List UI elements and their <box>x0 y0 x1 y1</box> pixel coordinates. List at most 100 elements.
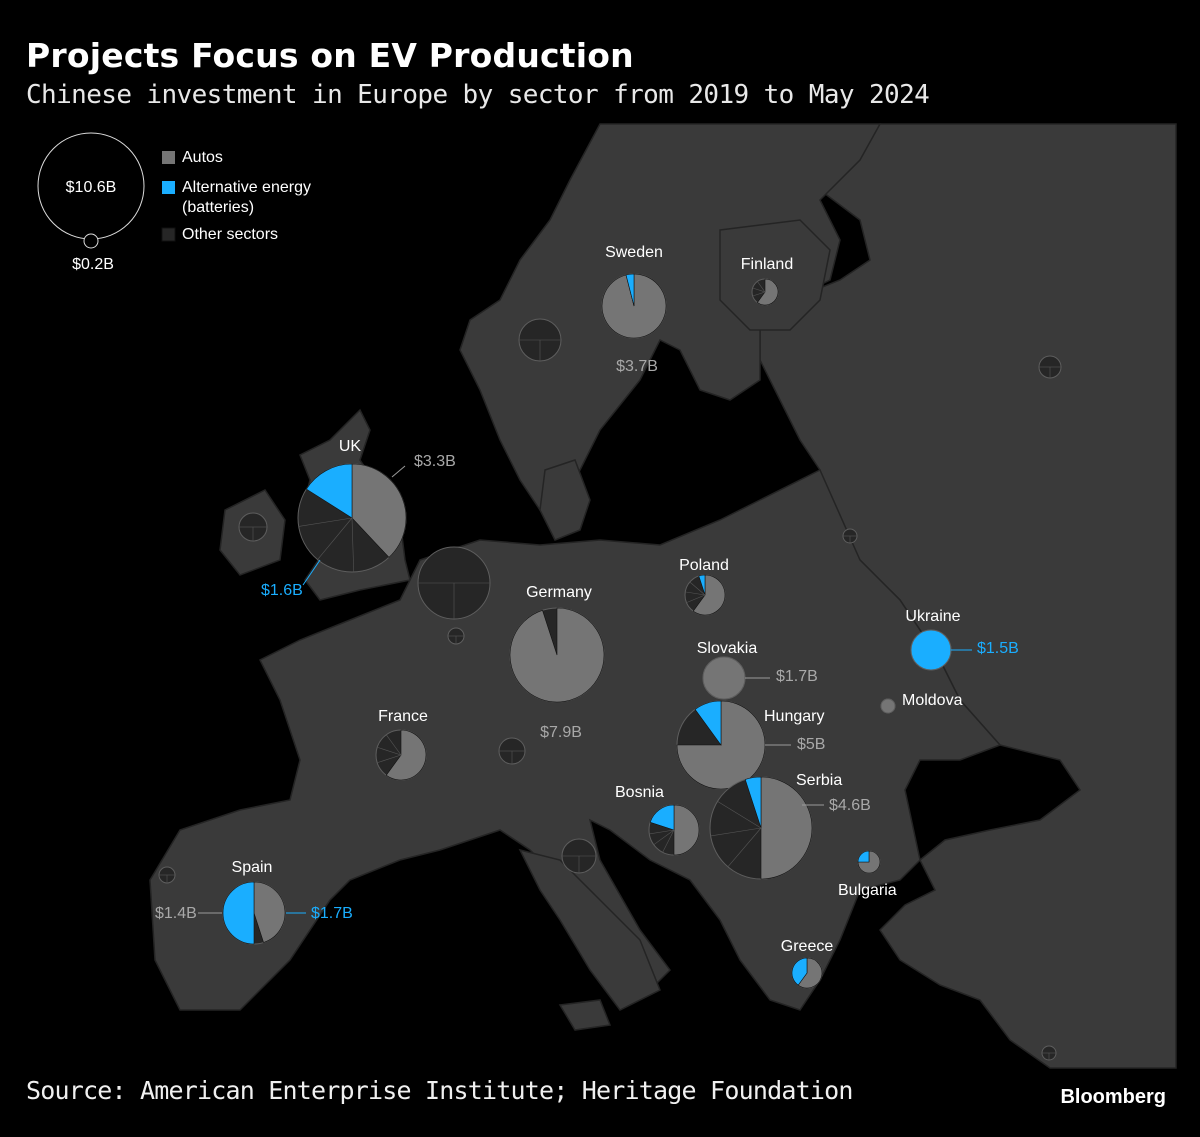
pie-bulgaria <box>857 850 881 874</box>
label-greece: Greece <box>781 938 834 955</box>
label-poland: Poland <box>679 557 729 574</box>
pie-serbia-slice-battery <box>744 776 762 829</box>
pie-poland-divider <box>686 594 706 603</box>
pie-uk <box>297 463 407 573</box>
pie-uk-divider <box>317 517 353 560</box>
label-uk: UK <box>339 438 362 455</box>
label-moldova: Moldova <box>902 692 963 709</box>
pie-finland-divider <box>752 287 766 293</box>
pie-serbia-divider <box>717 801 762 829</box>
label-layer: Sweden $3.7B Finland UK $3.3B $1.6B Poland Germ… <box>155 244 1019 955</box>
battery-value-ukraine: $1.5B <box>977 640 1019 657</box>
label-sweden: Sweden <box>605 244 663 261</box>
pie-hungary-slice-autos <box>676 700 766 790</box>
pie-bosnia-divider <box>662 829 675 853</box>
source-note: Source: American Enterprise Institute; H… <box>26 1076 853 1105</box>
label-serbia: Serbia <box>796 772 842 789</box>
battery-value-uk: $1.6B <box>261 582 303 599</box>
pie-germany-slice-autos <box>509 607 605 703</box>
pie-uk-divider <box>351 517 354 572</box>
pie-greece <box>791 957 823 989</box>
label-finland: Finland <box>741 256 793 273</box>
legend-size-small-circle <box>83 233 99 249</box>
chart-subtitle: Chinese investment in Europe by sector f… <box>26 80 930 110</box>
legend: $10.6B $0.2B Autos Alternative energy (b… <box>37 132 311 273</box>
land-scandinavia <box>459 123 882 511</box>
legend-battery-label2: (batteries) <box>182 199 254 216</box>
leader-battery-uk <box>302 559 321 586</box>
chart-title: Projects Focus on EV Production <box>26 36 634 75</box>
legend-other-swatch <box>161 227 176 242</box>
pie-unlabeled-6 <box>238 512 268 542</box>
pie-ukraine-slice-battery <box>910 629 952 671</box>
land-sicily <box>558 999 612 1031</box>
pie-unlabeled-8 <box>1038 355 1062 379</box>
pie-unlabeled-4 <box>498 737 526 765</box>
pie-serbia-divider <box>710 827 762 837</box>
land-denmark <box>539 459 591 541</box>
value-germany: $7.9B <box>540 724 582 741</box>
pie-unlabeled-3 <box>447 627 465 645</box>
pie-sweden-slice-autos <box>601 273 667 339</box>
label-germany: Germany <box>526 584 592 601</box>
pie-germany <box>509 607 605 703</box>
pie-poland-slice-battery <box>698 574 706 596</box>
pie-unlabeled-7 <box>158 866 176 884</box>
pie-france <box>375 729 427 781</box>
pie-greece-slice-battery <box>791 957 808 986</box>
pie-unlabeled-2 <box>417 546 491 620</box>
label-hungary: Hungary <box>764 708 824 725</box>
legend-battery-swatch <box>162 181 175 194</box>
land-continent <box>149 468 1002 1011</box>
pie-france-divider <box>377 754 402 764</box>
pie-france-divider <box>386 734 402 756</box>
pie-unlabeled-9 <box>842 528 858 544</box>
value-hungary: $5B <box>797 736 825 753</box>
pie-poland-slice-autos <box>692 574 726 616</box>
legend-size-small-label: $0.2B <box>72 256 114 273</box>
pie-hungary <box>676 700 766 790</box>
pie-finland <box>751 278 779 306</box>
pie-slovakia-slice-autos <box>702 656 746 700</box>
pie-serbia-slice-autos <box>760 776 813 880</box>
pie-unlabeled-5 <box>561 838 597 874</box>
pie-france-slice-autos <box>385 729 427 781</box>
pie-sweden <box>601 273 667 339</box>
pie-uk-slice-battery <box>305 463 353 519</box>
label-ukraine: Ukraine <box>905 608 960 625</box>
pie-slovakia <box>702 656 746 700</box>
landmass <box>149 123 1177 1069</box>
pie-serbia-divider <box>727 827 762 867</box>
legend-size-large-label: $10.6B <box>66 179 117 196</box>
battery-value-spain: $1.7B <box>311 905 353 922</box>
pie-unlabeled-10 <box>1041 1045 1057 1061</box>
pie-uk-slice-autos <box>351 463 407 558</box>
land-finland <box>719 219 831 331</box>
pie-spain-slice-battery <box>222 881 255 945</box>
label-bulgaria: Bulgaria <box>838 882 897 899</box>
label-france: France <box>378 708 428 725</box>
leader-uk <box>391 465 406 478</box>
pie-bosnia-divider <box>653 829 675 845</box>
pie-spain <box>222 881 286 945</box>
pie-unlabeled-1 <box>518 318 562 362</box>
pie-bosnia-slice-battery <box>649 804 675 831</box>
value-spain: $1.4B <box>155 905 197 922</box>
pie-poland-divider <box>689 581 706 596</box>
land-italy <box>518 848 661 1011</box>
pie-france-divider <box>377 746 402 756</box>
pie-bulgaria-slice-battery <box>857 850 870 863</box>
legend-other-label: Other sectors <box>182 226 278 243</box>
pie-serbia <box>709 776 813 880</box>
bloomberg-logo: Bloomberg <box>1060 1086 1166 1108</box>
pie-uk-divider <box>298 517 353 527</box>
pie-poland-divider <box>685 591 706 596</box>
value-slovakia: $1.7B <box>776 668 818 685</box>
label-spain: Spain <box>232 859 273 876</box>
label-slovakia: Slovakia <box>697 640 758 657</box>
pie-spain-slice-autos <box>253 881 286 943</box>
label-bosnia: Bosnia <box>615 784 664 801</box>
pie-hungary-slice-battery <box>694 700 722 746</box>
pie-sweden-slice-battery <box>625 273 635 307</box>
